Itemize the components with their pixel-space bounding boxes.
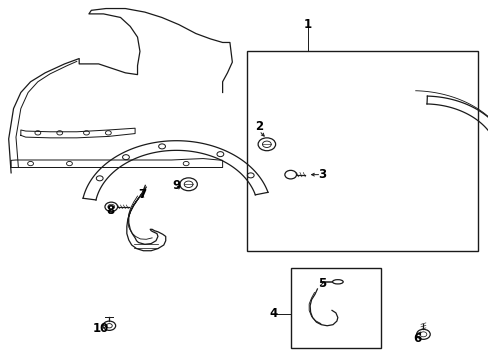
Bar [290, 267, 380, 348]
Text: 4: 4 [269, 307, 277, 320]
Text: 3: 3 [318, 168, 325, 181]
Text: 6: 6 [412, 333, 420, 346]
Text: 1: 1 [303, 18, 311, 31]
Text: 9: 9 [172, 179, 180, 192]
Text: 5: 5 [318, 277, 326, 290]
Text: 10: 10 [93, 322, 109, 335]
Text: 2: 2 [255, 120, 263, 133]
Text: 7: 7 [138, 188, 146, 201]
Bar [246, 51, 477, 251]
Text: 8: 8 [106, 204, 115, 217]
